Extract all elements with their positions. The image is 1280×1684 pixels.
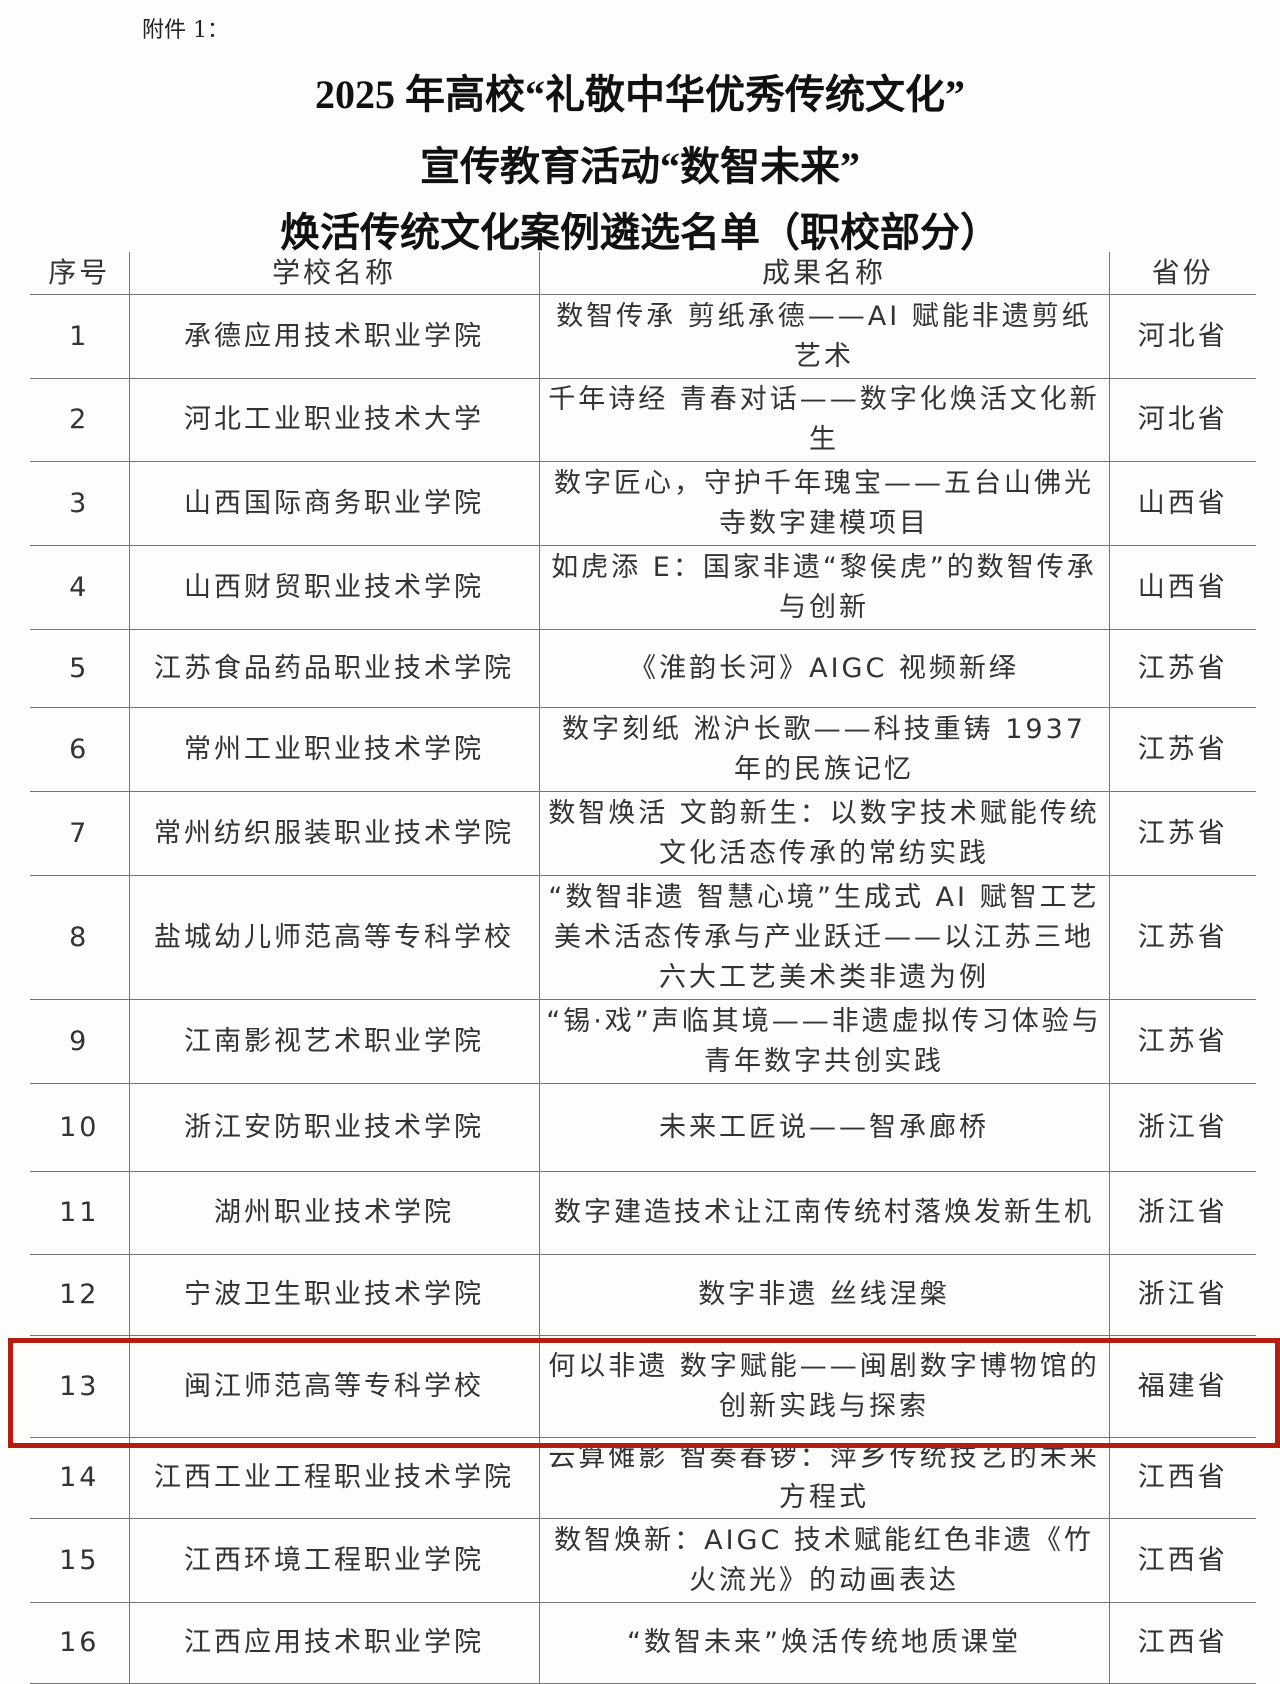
- province: 山西省: [1108, 461, 1256, 546]
- table-header: 序号 学校名称 成果名称 省份: [30, 252, 1256, 295]
- header-province: 省份: [1108, 252, 1256, 295]
- row-number: 6: [30, 707, 130, 792]
- school-name: 山西国际商务职业学院: [128, 461, 540, 546]
- province: 河北省: [1108, 294, 1256, 379]
- school-name: 江西环境工程职业学院: [128, 1518, 540, 1603]
- project-name: 数智焕活 文韵新生：以数字技术赋能传统文化活态传承的常纺实践: [538, 791, 1110, 876]
- table-row: 2 河北工业职业技术大学 千年诗经 青春对话——数字化焕活文化新生 河北省: [30, 378, 1256, 462]
- project-name: 如虎添 E：国家非遗“黎侯虎”的数智传承与创新: [538, 545, 1110, 630]
- school-name: 江苏食品药品职业技术学院: [128, 629, 540, 708]
- province: 江苏省: [1108, 875, 1256, 1000]
- province: 江苏省: [1108, 791, 1256, 876]
- row-number: 8: [30, 875, 130, 1000]
- province: 江苏省: [1108, 999, 1256, 1084]
- table-row: 15 江西环境工程职业学院 数智焕新：AIGC 技术赋能红色非遗《竹火流光》的动画表…: [30, 1518, 1256, 1603]
- school-name: 常州工业职业技术学院: [128, 707, 540, 792]
- row-number: 10: [30, 1083, 130, 1172]
- project-name: 数字非遗 丝线涅槃: [538, 1254, 1110, 1336]
- row-number: 11: [30, 1171, 130, 1255]
- school-name: 承德应用技术职业学院: [128, 294, 540, 379]
- table-row: 14 江西工业工程职业技术学院 云算傩影 智奏春锣：萍乡传统技艺的未来方程式 江西省: [30, 1437, 1256, 1519]
- row-number: 13: [30, 1335, 130, 1438]
- project-name: 数字匠心，守护千年瑰宝——五台山佛光寺数字建模项目: [538, 461, 1110, 546]
- school-name: 宁波卫生职业技术学院: [128, 1254, 540, 1336]
- attachment-label: 附件 1：: [142, 18, 229, 43]
- table-row: 1 承德应用技术职业学院 数智传承 剪纸承德——AI 赋能非遗剪纸艺术 河北省: [30, 294, 1256, 379]
- row-number: 15: [30, 1518, 130, 1603]
- province: 江西省: [1108, 1437, 1256, 1519]
- province: 福建省: [1108, 1335, 1256, 1438]
- project-name: 何以非遗 数字赋能——闽剧数字博物馆的创新实践与探索: [538, 1335, 1110, 1438]
- table-row: 16 江西应用技术职业学院 “数智未来”焕活传统地质课堂 江西省: [30, 1602, 1256, 1684]
- row-number: 3: [30, 461, 130, 546]
- province: 江苏省: [1108, 707, 1256, 792]
- row-number: 14: [30, 1437, 130, 1519]
- school-name: 江南影视艺术职业学院: [128, 999, 540, 1084]
- table-row: 12 宁波卫生职业技术学院 数字非遗 丝线涅槃 浙江省: [30, 1254, 1256, 1336]
- school-name: 闽江师范高等专科学校: [128, 1335, 540, 1438]
- row-number: 2: [30, 378, 130, 462]
- title-line-2: 宣传教育活动“数智未来”: [420, 144, 860, 189]
- project-name: “数智非遗 智慧心境”生成式 AI 赋智工艺美术活态传承与产业跃迁——以江苏三地…: [538, 875, 1110, 1000]
- row-number: 7: [30, 791, 130, 876]
- school-name: 湖州职业技术学院: [128, 1171, 540, 1255]
- school-name: 江西工业工程职业技术学院: [128, 1437, 540, 1519]
- project-name: 《淮韵长河》AIGC 视频新绎: [538, 629, 1110, 708]
- row-number: 12: [30, 1254, 130, 1336]
- table-row: 11 湖州职业技术学院 数字建造技术让江南传统村落焕发新生机 浙江省: [30, 1171, 1256, 1255]
- school-name: 常州纺织服装职业技术学院: [128, 791, 540, 876]
- project-name: 未来工匠说——智承廊桥: [538, 1083, 1110, 1172]
- province: 江苏省: [1108, 629, 1256, 708]
- school-name: 江西应用技术职业学院: [128, 1602, 540, 1684]
- project-name: 云算傩影 智奏春锣：萍乡传统技艺的未来方程式: [538, 1437, 1110, 1519]
- province: 江西省: [1108, 1602, 1256, 1684]
- project-name: “锡·戏”声临其境——非遗虚拟传习体验与青年数字共创实践: [538, 999, 1110, 1084]
- school-name: 山西财贸职业技术学院: [128, 545, 540, 630]
- province: 河北省: [1108, 378, 1256, 462]
- province: 浙江省: [1108, 1083, 1256, 1172]
- province: 浙江省: [1108, 1254, 1256, 1336]
- table-row: 7 常州纺织服装职业技术学院 数智焕活 文韵新生：以数字技术赋能传统文化活态传承的常…: [30, 791, 1256, 876]
- project-name: 千年诗经 青春对话——数字化焕活文化新生: [538, 378, 1110, 462]
- school-name: 河北工业职业技术大学: [128, 378, 540, 462]
- table-row: 4 山西财贸职业技术学院 如虎添 E：国家非遗“黎侯虎”的数智传承与创新 山西省: [30, 545, 1256, 630]
- table-row: 10 浙江安防职业技术学院 未来工匠说——智承廊桥 浙江省: [30, 1083, 1256, 1172]
- school-name: 浙江安防职业技术学院: [128, 1083, 540, 1172]
- row-number: 5: [30, 629, 130, 708]
- row-number: 1: [30, 294, 130, 379]
- row-number: 16: [30, 1602, 130, 1684]
- table-row: 13 闽江师范高等专科学校 何以非遗 数字赋能——闽剧数字博物馆的创新实践与探索 福建…: [30, 1335, 1256, 1438]
- header-number: 序号: [30, 252, 130, 295]
- title-line-1: 2025 年高校“礼敬中华优秀传统文化”: [315, 72, 965, 117]
- selection-list-table: 序号 学校名称 成果名称 省份 1 承德应用技术职业学院 数智传承 剪纸承德——AI…: [30, 252, 1256, 1684]
- header-project: 成果名称: [538, 252, 1110, 295]
- project-name: 数字刻纸 淞沪长歌——科技重铸 1937 年的民族记忆: [538, 707, 1110, 792]
- project-name: 数智焕新：AIGC 技术赋能红色非遗《竹火流光》的动画表达: [538, 1518, 1110, 1603]
- table-row: 5 江苏食品药品职业技术学院 《淮韵长河》AIGC 视频新绎 江苏省: [30, 629, 1256, 708]
- province: 浙江省: [1108, 1171, 1256, 1255]
- table-row: 3 山西国际商务职业学院 数字匠心，守护千年瑰宝——五台山佛光寺数字建模项目 山西省: [30, 461, 1256, 546]
- header-school: 学校名称: [128, 252, 540, 295]
- school-name: 盐城幼儿师范高等专科学校: [128, 875, 540, 1000]
- row-number: 9: [30, 999, 130, 1084]
- province: 江西省: [1108, 1518, 1256, 1603]
- project-name: “数智未来”焕活传统地质课堂: [538, 1602, 1110, 1684]
- row-number: 4: [30, 545, 130, 630]
- table-row: 8 盐城幼儿师范高等专科学校 “数智非遗 智慧心境”生成式 AI 赋智工艺美术活态传…: [30, 875, 1256, 1000]
- province: 山西省: [1108, 545, 1256, 630]
- title-line-3: 焕活传统文化案例遴选名单（职校部分）: [280, 210, 1000, 255]
- table-row: 9 江南影视艺术职业学院 “锡·戏”声临其境——非遗虚拟传习体验与青年数字共创实践江…: [30, 999, 1256, 1084]
- project-name: 数字建造技术让江南传统村落焕发新生机: [538, 1171, 1110, 1255]
- project-name: 数智传承 剪纸承德——AI 赋能非遗剪纸艺术: [538, 294, 1110, 379]
- table-row: 6 常州工业职业技术学院 数字刻纸 淞沪长歌——科技重铸 1937 年的民族记忆 江苏…: [30, 707, 1256, 792]
